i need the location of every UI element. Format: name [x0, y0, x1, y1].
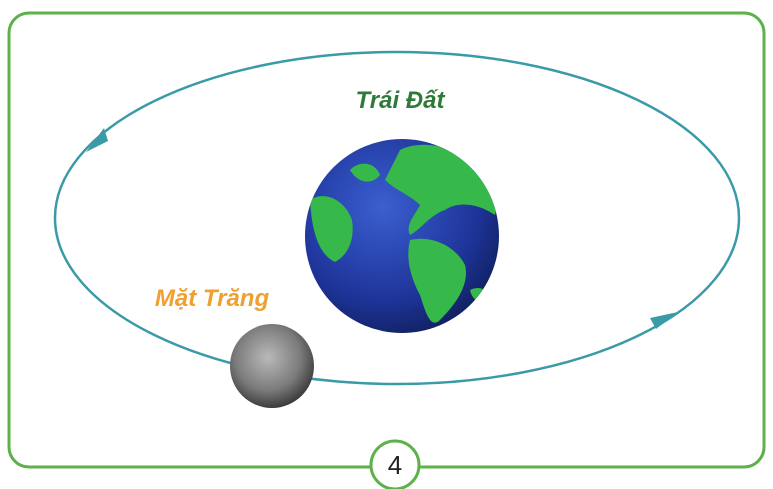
figure-number-badge [369, 439, 421, 489]
orbit-arrow [650, 312, 678, 329]
moon [230, 324, 314, 408]
orbit-arrow [86, 128, 108, 152]
orbit [53, 50, 741, 386]
figure-number: 4 [388, 450, 402, 480]
moon-label: Mặt Trăng [155, 285, 270, 312]
earth [305, 139, 499, 333]
earth-label: Trái Đất [356, 87, 446, 114]
